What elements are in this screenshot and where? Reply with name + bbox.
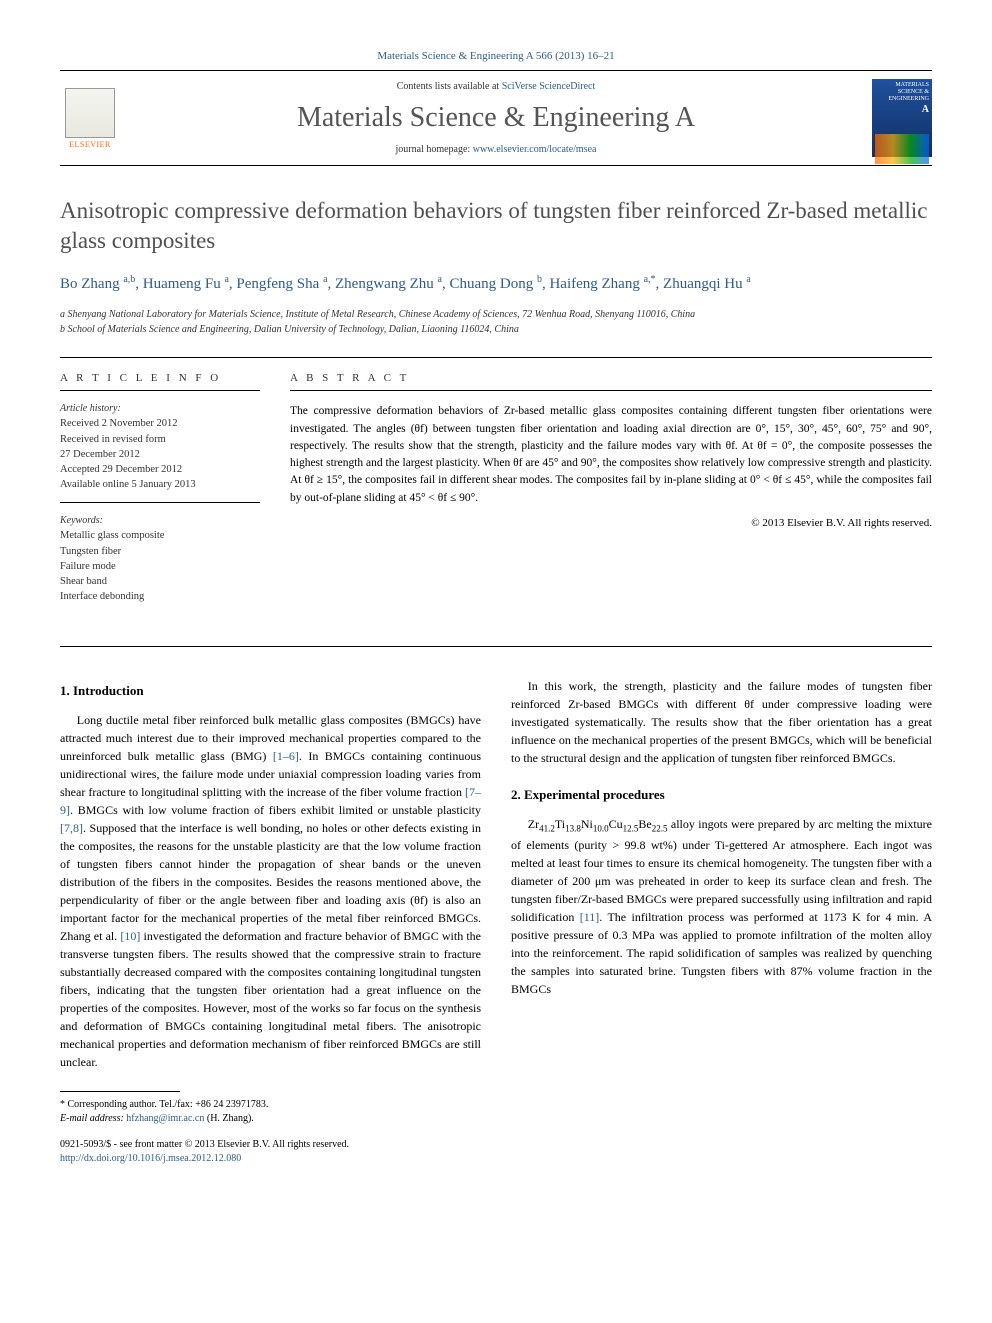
abstract-heading: A B S T R A C T bbox=[290, 372, 932, 391]
contents-prefix: Contents lists available at bbox=[397, 81, 502, 92]
journal-header: ELSEVIER Contents lists available at Sci… bbox=[60, 70, 932, 166]
journal-title: Materials Science & Engineering A bbox=[120, 102, 872, 134]
abstract-copyright: © 2013 Elsevier B.V. All rights reserved… bbox=[290, 517, 932, 529]
doi-link[interactable]: http://dx.doi.org/10.1016/j.msea.2012.12… bbox=[60, 1153, 241, 1164]
intro-paragraph-2: In this work, the strength, plasticity a… bbox=[511, 677, 932, 767]
footnotes: * Corresponding author. Tel./fax: +86 24… bbox=[60, 1098, 481, 1126]
ref-link-11[interactable]: [11] bbox=[580, 910, 600, 924]
contents-available-line: Contents lists available at SciVerse Sci… bbox=[120, 81, 872, 92]
cover-graphic bbox=[875, 134, 929, 164]
journal-cover-thumb: MATERIALS SCIENCE & ENGINEERING A bbox=[872, 79, 932, 157]
ref-link-1-6[interactable]: [1–6] bbox=[273, 749, 299, 763]
affiliations: a Shenyang National Laboratory for Mater… bbox=[60, 307, 932, 337]
homepage-line: journal homepage: www.elsevier.com/locat… bbox=[120, 144, 872, 155]
section-2-heading: 2. Experimental procedures bbox=[511, 785, 932, 805]
homepage-link[interactable]: www.elsevier.com/locate/msea bbox=[473, 144, 597, 155]
article-info-block: A R T I C L E I N F O Article history: R… bbox=[60, 372, 260, 626]
article-body: 1. Introduction Long ductile metal fiber… bbox=[60, 677, 932, 1166]
article-info-heading: A R T I C L E I N F O bbox=[60, 372, 260, 391]
history-text: Received 2 November 2012Received in revi… bbox=[60, 416, 260, 492]
ref-link-10[interactable]: [10] bbox=[120, 929, 140, 943]
email-link[interactable]: hfzhang@imr.ac.cn bbox=[126, 1113, 204, 1124]
page-footer: 0921-5093/$ - see front matter © 2013 El… bbox=[60, 1138, 481, 1166]
cover-title: MATERIALS SCIENCE & ENGINEERING bbox=[875, 82, 929, 104]
keywords-label: Keywords: bbox=[60, 515, 260, 526]
affiliation-a: a Shenyang National Laboratory for Mater… bbox=[60, 307, 932, 322]
keywords-text: Metallic glass compositeTungsten fiberFa… bbox=[60, 528, 260, 604]
abstract-block: A B S T R A C T The compressive deformat… bbox=[290, 372, 932, 626]
author-list: Bo Zhang a,b, Huameng Fu a, Pengfeng Sha… bbox=[60, 272, 932, 296]
email-line: E-mail address: hfzhang@imr.ac.cn (H. Zh… bbox=[60, 1112, 481, 1126]
journal-reference: Materials Science & Engineering A 566 (2… bbox=[60, 50, 932, 62]
publisher-logo: ELSEVIER bbox=[60, 83, 120, 153]
article-title: Anisotropic compressive deformation beha… bbox=[60, 196, 932, 256]
email-who: (H. Zhang). bbox=[204, 1113, 253, 1124]
corresponding-author: * Corresponding author. Tel./fax: +86 24… bbox=[60, 1098, 481, 1112]
intro-paragraph-1: Long ductile metal fiber reinforced bulk… bbox=[60, 711, 481, 1071]
publisher-name: ELSEVIER bbox=[69, 140, 111, 149]
elsevier-tree-icon bbox=[65, 88, 115, 138]
history-label: Article history: bbox=[60, 403, 260, 414]
homepage-prefix: journal homepage: bbox=[396, 144, 473, 155]
footnote-separator bbox=[60, 1091, 180, 1092]
abstract-text: The compressive deformation behaviors of… bbox=[290, 403, 932, 507]
issn-copyright: 0921-5093/$ - see front matter © 2013 El… bbox=[60, 1138, 481, 1152]
affiliation-b: b School of Materials Science and Engine… bbox=[60, 322, 932, 337]
sciencedirect-link[interactable]: SciVerse ScienceDirect bbox=[502, 81, 596, 92]
email-label: E-mail address: bbox=[60, 1113, 126, 1124]
cover-series-letter: A bbox=[875, 104, 929, 116]
section-1-heading: 1. Introduction bbox=[60, 681, 481, 701]
ref-link-7-8[interactable]: [7,8] bbox=[60, 821, 83, 835]
experimental-paragraph-1: Zr41.2Ti13.8Ni10.0Cu12.5Be22.5 alloy ing… bbox=[511, 815, 932, 998]
